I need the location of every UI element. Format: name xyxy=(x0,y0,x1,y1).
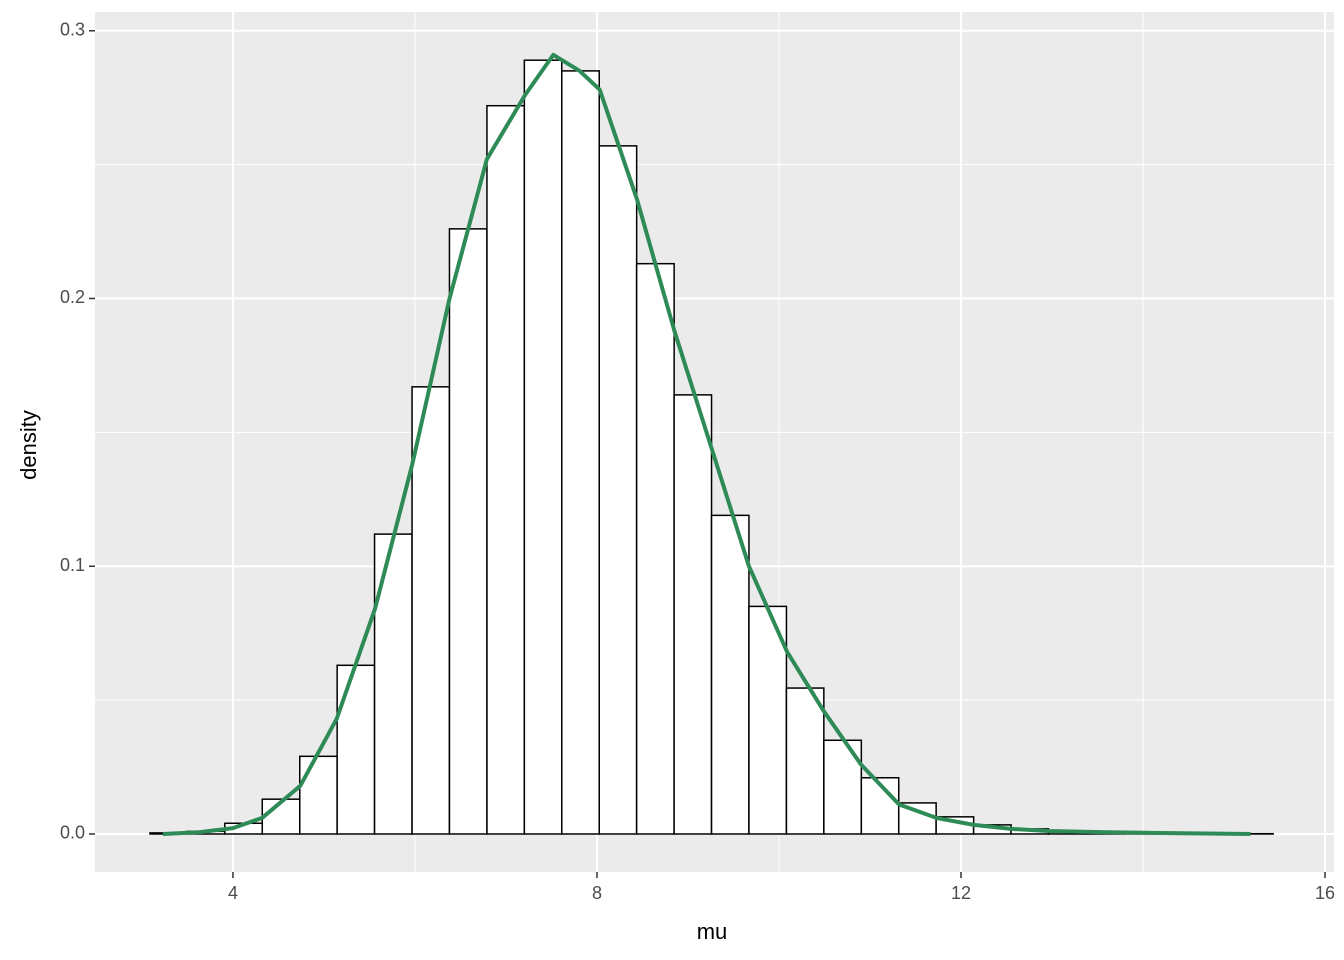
bar xyxy=(373,533,413,835)
y-axis-title: density xyxy=(16,410,41,480)
bar xyxy=(299,755,338,835)
x-tick-label: 12 xyxy=(951,883,971,903)
bar xyxy=(785,687,825,835)
bar xyxy=(598,145,638,835)
bar xyxy=(561,70,600,835)
y-tick-label: 0.0 xyxy=(60,823,85,843)
bar xyxy=(336,664,376,835)
bar xyxy=(448,228,488,835)
x-tick-label: 16 xyxy=(1315,883,1335,903)
density-line xyxy=(162,52,1251,836)
bar xyxy=(710,514,750,835)
y-tick-label: 0.3 xyxy=(60,19,85,39)
bar xyxy=(411,386,451,835)
bar xyxy=(673,394,713,835)
x-tick-label: 4 xyxy=(228,883,238,903)
x-axis-title: mu xyxy=(697,919,728,944)
bar xyxy=(860,777,900,835)
x-tick-label: 8 xyxy=(592,883,602,903)
bar xyxy=(635,262,675,835)
bar xyxy=(486,104,526,835)
y-tick-label: 0.2 xyxy=(60,287,85,307)
y-tick-label: 0.1 xyxy=(60,555,85,575)
bar xyxy=(523,59,563,835)
